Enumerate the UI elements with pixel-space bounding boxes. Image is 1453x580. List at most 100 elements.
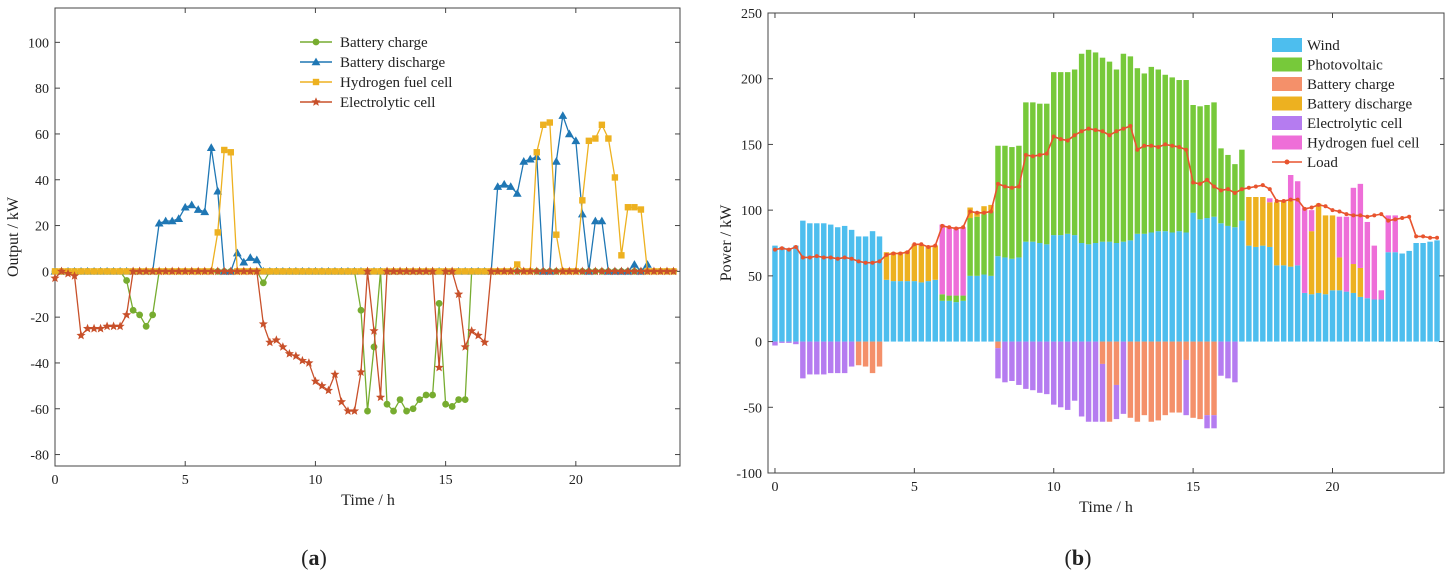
- bar-wind: [1044, 244, 1050, 342]
- bar-wind: [1246, 245, 1252, 342]
- data-point: [1386, 218, 1391, 223]
- data-point: [1156, 145, 1161, 150]
- legend-label: Electrolytic cell: [1307, 116, 1402, 132]
- data-point: [115, 321, 125, 331]
- data-point: [1072, 133, 1077, 138]
- bar-wind: [1009, 258, 1015, 342]
- data-point: [1407, 214, 1412, 219]
- data-point: [441, 266, 451, 276]
- y-tick-label: 200: [741, 73, 762, 88]
- data-point: [1302, 206, 1307, 211]
- bar-battery-charge: [995, 341, 1001, 349]
- bar-hydrogen-fuel-cell: [1336, 216, 1343, 258]
- bar-wind: [988, 275, 994, 342]
- data-point: [435, 268, 443, 275]
- data-point: [422, 391, 430, 399]
- data-point: [597, 266, 607, 276]
- data-point: [1212, 184, 1217, 189]
- bar-wind: [883, 279, 890, 342]
- data-point: [421, 266, 431, 276]
- legend-swatch: [1272, 135, 1302, 150]
- data-point: [1009, 185, 1014, 190]
- bar-photovoltaic: [1148, 66, 1155, 233]
- bar-hydrogen-fuel-cell: [1392, 215, 1398, 253]
- data-point: [286, 268, 293, 275]
- data-point: [292, 268, 300, 275]
- bar-electrolytic-cell: [1204, 415, 1210, 429]
- bar-wind: [779, 246, 785, 342]
- data-point: [161, 266, 171, 276]
- bar-wind: [1420, 243, 1426, 342]
- bar-wind: [1169, 232, 1175, 342]
- data-point: [193, 266, 203, 276]
- bar-battery-discharge: [1287, 200, 1294, 267]
- data-point: [56, 266, 67, 276]
- data-point: [226, 266, 236, 276]
- bar-electrolytic-cell: [1071, 341, 1078, 401]
- data-point: [1274, 198, 1279, 203]
- bar-battery-discharge: [1267, 202, 1273, 247]
- bar-wind: [814, 223, 820, 342]
- data-point: [636, 266, 646, 276]
- data-point: [870, 260, 875, 265]
- bar-wind: [1399, 253, 1405, 342]
- data-point: [89, 323, 99, 333]
- legend-swatch: [1272, 38, 1302, 52]
- bar-wind: [855, 236, 862, 342]
- legend-label: Electrolytic cell: [340, 95, 435, 111]
- data-point: [187, 200, 197, 209]
- data-point: [180, 266, 190, 276]
- bar-battery-discharge: [897, 252, 904, 282]
- bar-photovoltaic: [1092, 52, 1099, 244]
- legend-label: Battery charge: [1307, 77, 1395, 93]
- chart-a: -80 -60 -40 -20 0 20 40 60 80 100 0 5 10 15 20 Battery…: [5, 7, 681, 570]
- data-point: [995, 181, 1000, 186]
- data-point: [265, 337, 275, 347]
- bar-wind: [995, 256, 1001, 342]
- legend-swatch: [1272, 96, 1302, 111]
- data-point: [1142, 143, 1147, 148]
- data-point: [532, 266, 542, 276]
- bar-wind: [1085, 244, 1092, 342]
- data-point: [206, 266, 216, 276]
- bar-electrolytic-cell: [800, 341, 806, 379]
- data-point: [323, 385, 333, 395]
- bar-electrolytic-cell: [1225, 341, 1231, 379]
- data-point: [338, 268, 345, 275]
- y-tick-label: -80: [30, 449, 49, 464]
- data-point: [271, 335, 281, 344]
- data-point: [940, 223, 945, 228]
- data-point: [174, 266, 184, 276]
- chart-a-caption-letter: a: [309, 545, 320, 570]
- data-point: [448, 403, 456, 410]
- data-point: [919, 242, 924, 247]
- bar-battery-discharge: [988, 204, 994, 212]
- bar-battery-discharge: [1336, 257, 1343, 291]
- chart-a-plot-area: [54, 7, 681, 467]
- bar-hydrogen-fuel-cell: [960, 227, 966, 296]
- chart-b-ylabel: Power / kW: [718, 204, 735, 281]
- y-tick-label: 250: [741, 7, 762, 22]
- data-point: [1002, 184, 1007, 189]
- data-point: [343, 406, 353, 415]
- data-point: [167, 216, 177, 225]
- data-point: [382, 266, 392, 276]
- bar-wind: [1162, 231, 1168, 342]
- legend-marker: [312, 38, 320, 46]
- bar-wind: [1385, 252, 1391, 342]
- bar-photovoltaic: [1218, 148, 1224, 224]
- bar-photovoltaic: [1211, 102, 1217, 217]
- bar-wind: [807, 223, 813, 342]
- data-point: [863, 260, 868, 265]
- data-point: [649, 266, 659, 276]
- data-point: [149, 311, 157, 319]
- bar-hydrogen-fuel-cell: [1301, 207, 1308, 293]
- bar-photovoltaic: [1009, 147, 1015, 259]
- data-point: [954, 226, 959, 231]
- chart-b-legend: Wind Photovoltaic Battery charge Battery di…: [1264, 33, 1440, 175]
- data-point: [884, 252, 889, 257]
- bar-battery-charge: [1141, 341, 1148, 416]
- legend-label: Battery discharge: [1307, 97, 1412, 113]
- data-point: [655, 266, 666, 276]
- data-point: [551, 266, 561, 276]
